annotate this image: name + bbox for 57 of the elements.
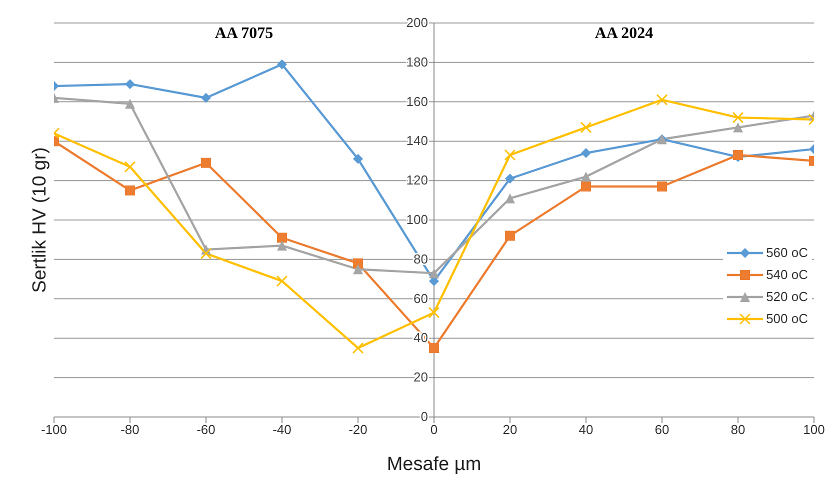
legend-label: 560 oC bbox=[766, 245, 808, 260]
point bbox=[277, 240, 287, 251]
x-axis-title: Mesafe µm bbox=[386, 454, 482, 475]
point bbox=[580, 122, 592, 134]
point bbox=[429, 268, 439, 278]
point bbox=[505, 230, 515, 241]
point bbox=[581, 182, 591, 192]
x-tick-label: 60 bbox=[654, 422, 670, 438]
point bbox=[353, 258, 363, 268]
y-tick-label: 60 bbox=[414, 290, 428, 306]
legend-label: 520 oC bbox=[766, 289, 808, 304]
point bbox=[429, 343, 439, 354]
point bbox=[656, 94, 668, 106]
point bbox=[201, 92, 211, 103]
annotation: AA 2024 bbox=[594, 25, 654, 43]
point bbox=[277, 59, 287, 70]
x-tick-label: 80 bbox=[730, 422, 746, 438]
point bbox=[276, 275, 288, 287]
y-tick-label: 20 bbox=[414, 370, 428, 385]
y-tick-label: 160 bbox=[406, 94, 428, 109]
x-tick-label: 40 bbox=[578, 422, 594, 438]
point bbox=[732, 112, 744, 124]
point bbox=[581, 172, 591, 182]
point bbox=[125, 79, 135, 90]
y-tick-label: 140 bbox=[406, 133, 428, 148]
x-tick-label: 20 bbox=[502, 422, 518, 438]
point bbox=[504, 149, 516, 161]
y-tick-label: 200 bbox=[406, 15, 428, 30]
x-tick-label: -60 bbox=[196, 422, 216, 438]
point bbox=[505, 193, 515, 204]
legend-label: 500 oC bbox=[766, 311, 808, 326]
point bbox=[733, 122, 743, 132]
point bbox=[505, 174, 515, 184]
x-tick-label: 0 bbox=[430, 422, 438, 438]
point bbox=[125, 98, 135, 109]
y-tick-label: 100 bbox=[406, 212, 428, 227]
y-axis-title: Sertlik HV (10 gr) bbox=[30, 147, 51, 293]
point bbox=[657, 182, 667, 192]
point bbox=[581, 148, 591, 158]
point bbox=[200, 248, 212, 260]
point bbox=[277, 232, 287, 243]
x-tick-label: -40 bbox=[272, 422, 292, 438]
point bbox=[352, 342, 364, 354]
x-tick-label: 100 bbox=[803, 422, 825, 438]
point bbox=[124, 161, 136, 173]
x-tick-label: -20 bbox=[348, 422, 368, 438]
point bbox=[125, 185, 135, 196]
y-tick-label: 180 bbox=[406, 54, 428, 70]
x-tick-label: -80 bbox=[120, 422, 140, 438]
point bbox=[201, 158, 211, 168]
legend-label: 540 oC bbox=[766, 267, 808, 282]
x-tick-label: -100 bbox=[40, 422, 68, 438]
y-tick-label: 120 bbox=[406, 172, 428, 188]
point bbox=[353, 154, 363, 164]
point bbox=[353, 264, 363, 274]
point bbox=[428, 306, 440, 318]
annotation: AA 7075 bbox=[214, 25, 274, 43]
